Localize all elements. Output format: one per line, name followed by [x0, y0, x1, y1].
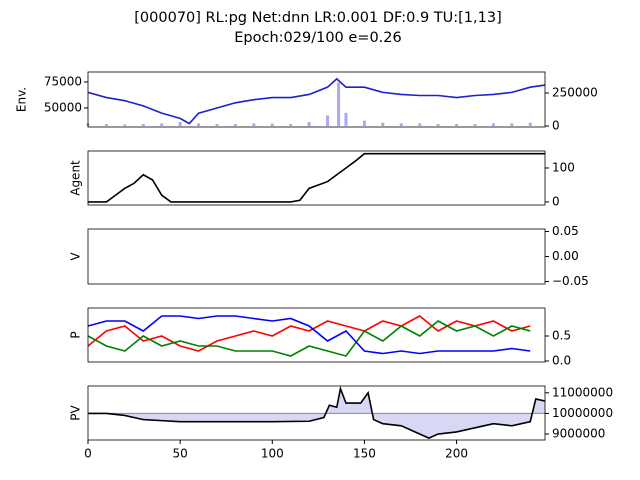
volume-bar	[289, 124, 293, 126]
volume-bar	[307, 122, 311, 126]
y-tick-label: 0.00	[552, 249, 579, 263]
volume-bar	[123, 124, 127, 126]
figure-title: [000070] RL:pg Net:dnn LR:0.001 DF:0.9 T…	[134, 10, 501, 26]
y-tick-label: 0.05	[552, 224, 579, 238]
volume-bar	[178, 122, 182, 126]
y-axis-label: Agent	[69, 160, 83, 196]
volume-bar	[510, 123, 514, 126]
volume-bar	[473, 124, 477, 126]
x-tick-label: 150	[353, 447, 376, 461]
volume-bar	[252, 123, 256, 126]
y-axis-label: V	[69, 252, 83, 261]
y2-tick-label: 0	[552, 118, 560, 132]
series-line	[87, 77, 546, 125]
x-tick-label: 100	[261, 447, 284, 461]
y-tick-label: 0	[552, 194, 560, 208]
x-tick-label: 200	[445, 447, 468, 461]
y-tick-label: 11000000	[552, 385, 613, 399]
y-tick-label: 0.5	[552, 329, 571, 343]
series-line	[87, 315, 531, 355]
series-line	[87, 315, 531, 352]
figure-subtitle: Epoch:029/100 e=0.26	[234, 30, 402, 46]
volume-bar	[233, 124, 237, 126]
volume-bar	[362, 120, 366, 126]
y-axis-label: P	[69, 331, 83, 338]
y-tick-label: 9000000	[552, 427, 605, 441]
axes-frame	[87, 71, 546, 128]
x-tick-label: 0	[84, 447, 92, 461]
volume-bar	[337, 82, 341, 126]
volume-bar	[399, 123, 403, 126]
volume-bar	[344, 112, 348, 126]
volume-bar	[141, 124, 145, 126]
y-axis-label: Env.	[15, 87, 29, 112]
axes-frame	[87, 307, 546, 363]
volume-bar	[326, 115, 330, 126]
volume-bar	[104, 124, 108, 126]
volume-bar	[270, 123, 274, 126]
axes-frame	[87, 228, 546, 285]
volume-bar	[418, 123, 422, 126]
volume-bar	[197, 123, 201, 126]
series-line	[87, 320, 531, 357]
y-tick-label: 50000	[44, 100, 82, 114]
y-tick-label: 0.0	[552, 354, 571, 368]
volume-bar	[160, 123, 164, 126]
volume-bar	[455, 124, 459, 126]
y2-tick-label: 250000	[552, 85, 598, 99]
axes-frame	[87, 150, 546, 206]
volume-bar	[381, 122, 385, 126]
volume-bar	[436, 124, 440, 126]
volume-bar	[215, 124, 219, 126]
y-tick-label: 75000	[44, 74, 82, 88]
y-axis-label: PV	[69, 404, 83, 420]
series-line	[88, 385, 546, 440]
y-tick-label: 10000000	[552, 406, 613, 420]
volume-bar	[491, 123, 495, 126]
x-tick-label: 50	[172, 447, 187, 461]
y-tick-label: 100	[552, 160, 575, 174]
series-line	[88, 152, 545, 203]
volume-bar	[528, 122, 532, 126]
y-tick-label: −0.05	[552, 274, 589, 288]
